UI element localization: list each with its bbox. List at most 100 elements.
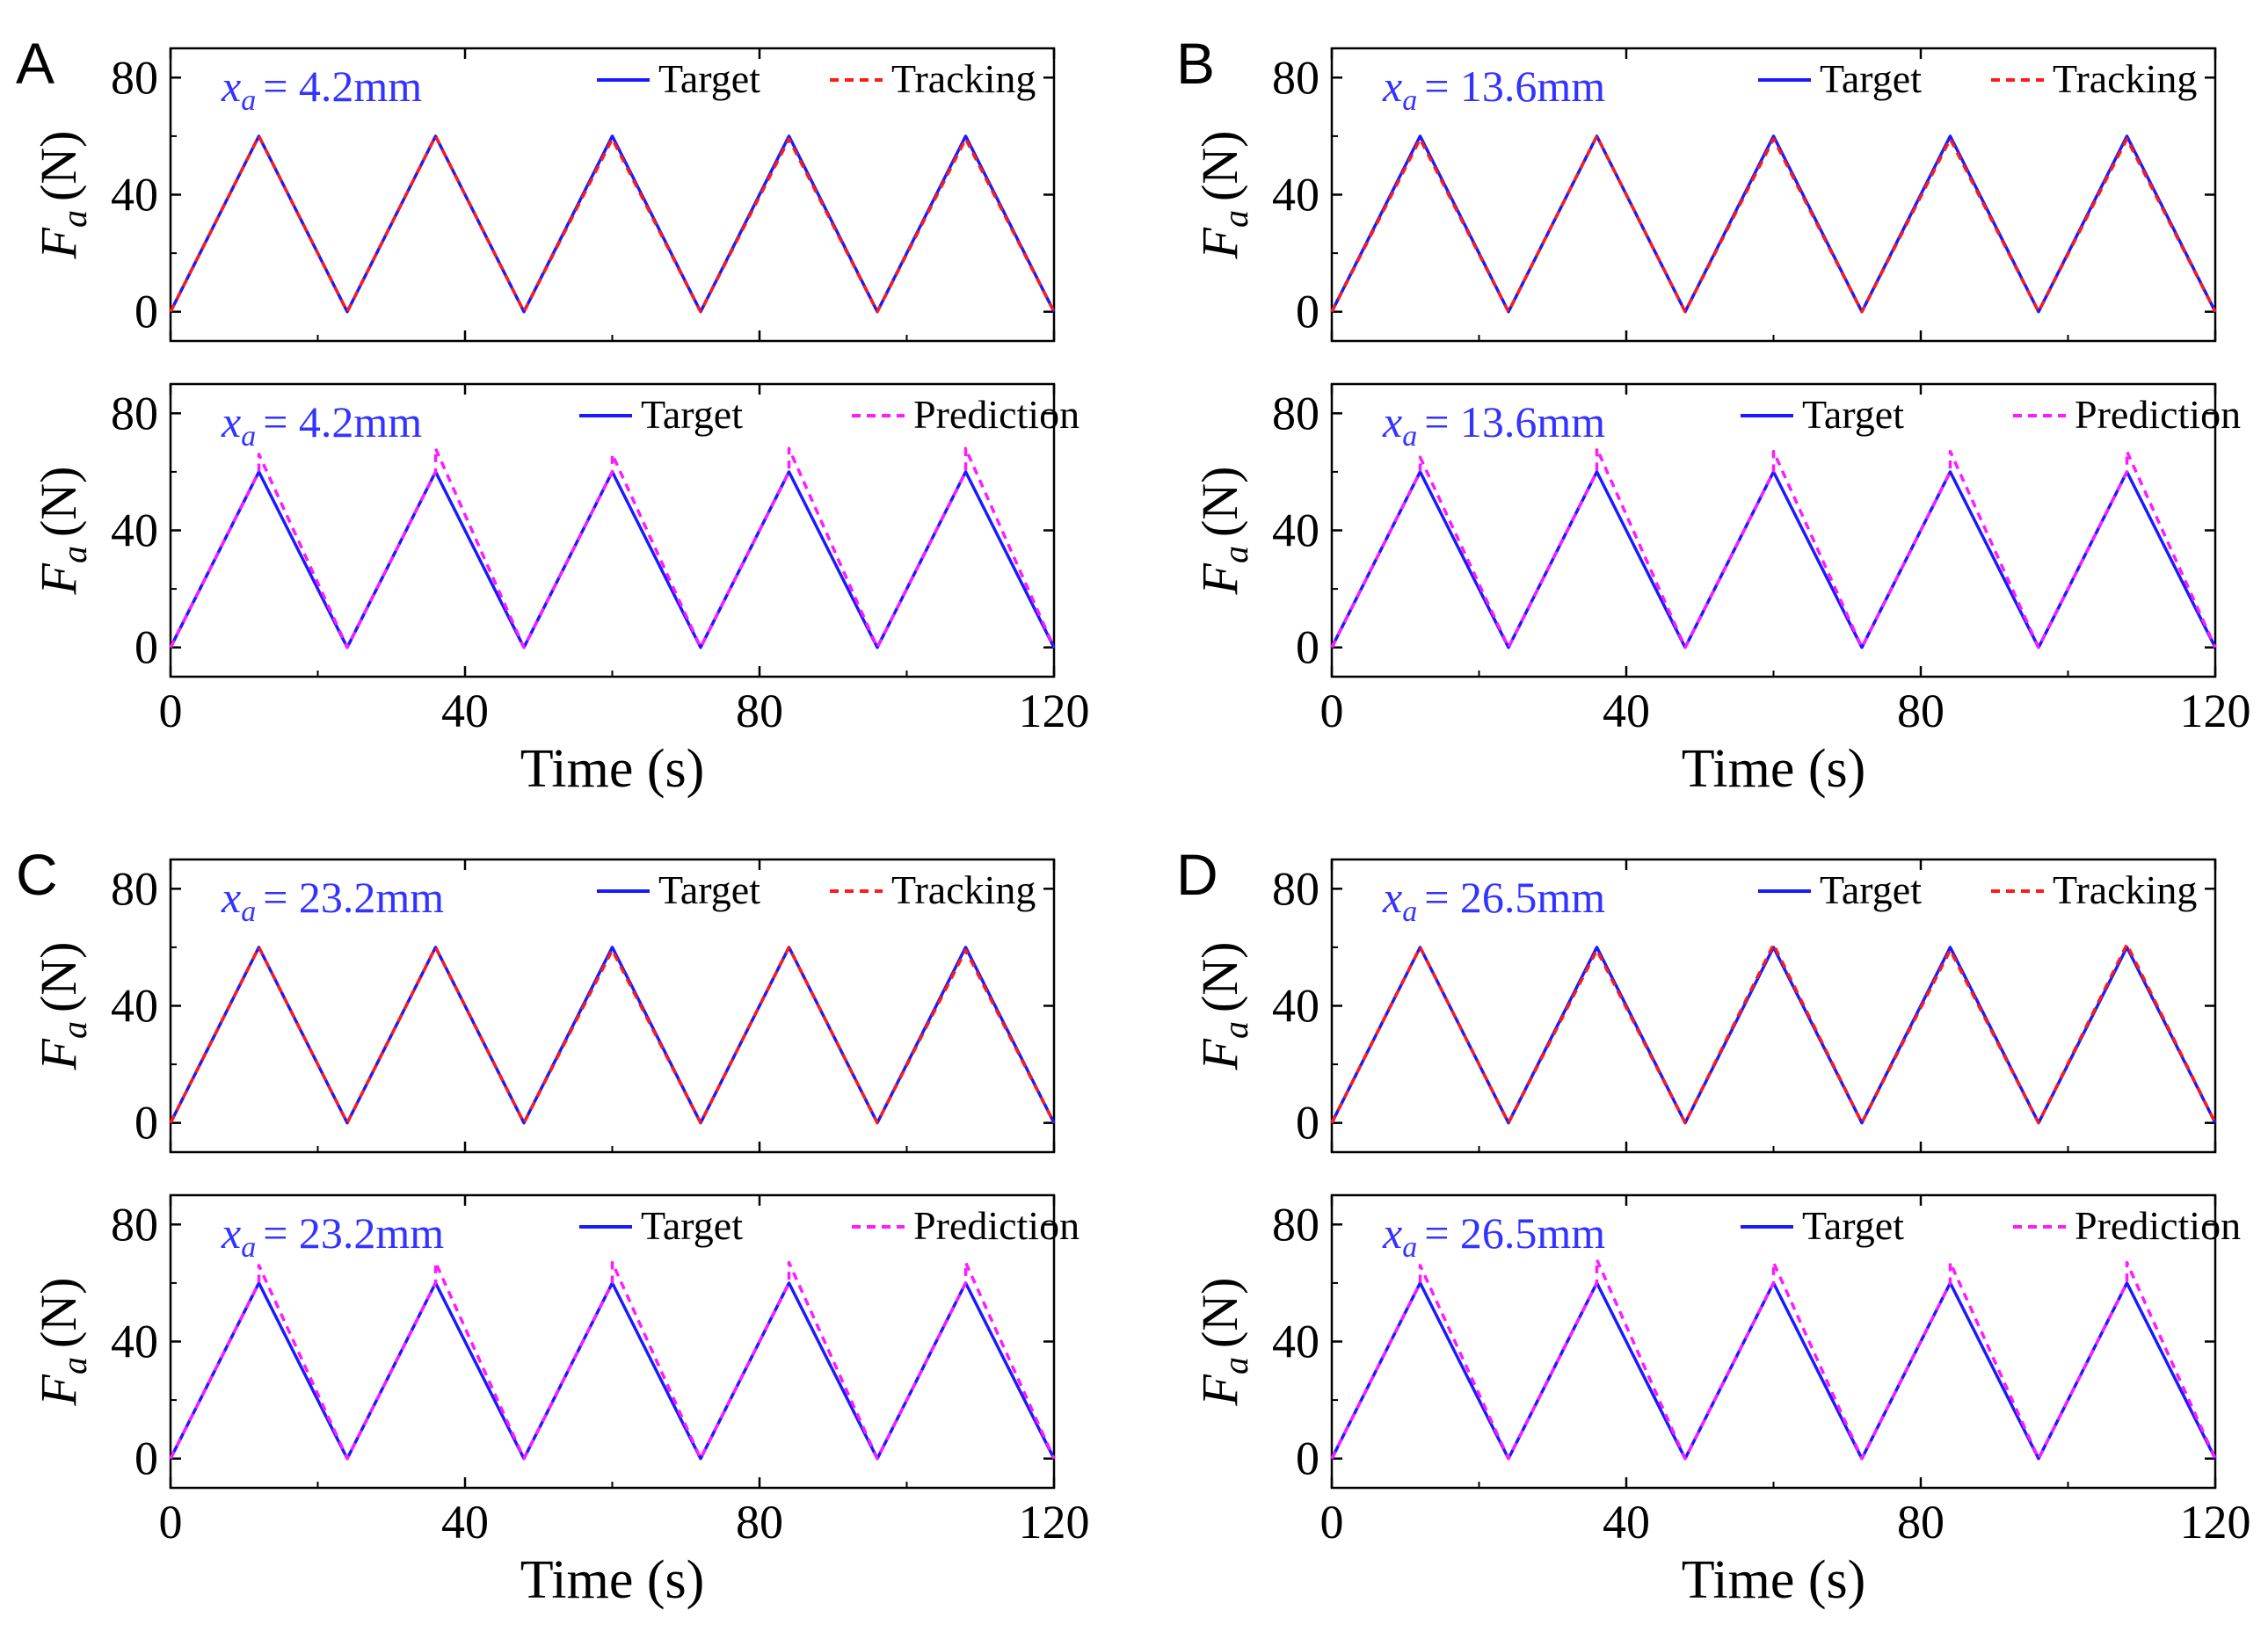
y-axis-label-var: F	[1191, 1374, 1248, 1406]
x-tick-label: 80	[736, 685, 783, 737]
annotation: xa = 26.5mm	[1382, 873, 1605, 928]
y-axis-label-var: F	[30, 1038, 87, 1070]
legend-label-target: Target	[641, 392, 743, 437]
annotation-value: = 23.2mm	[263, 1208, 444, 1258]
y-axis-label: Fa (N)	[1191, 131, 1255, 260]
series-line-tracking	[169, 946, 1056, 1125]
annotation-value: = 26.5mm	[1424, 1208, 1605, 1258]
x-axis-label: Time (s)	[1682, 1550, 1866, 1610]
panel-letter-d: D	[1176, 842, 1218, 907]
legend-label-target: Target	[1820, 56, 1922, 101]
legend-label-tracking: Tracking	[891, 56, 1036, 101]
y-tick-label: 40	[111, 504, 158, 557]
y-tick-label: 40	[1272, 980, 1319, 1033]
y-tick-label: 80	[111, 1198, 158, 1251]
y-tick-label: 80	[1272, 1198, 1319, 1251]
annotation-var: x	[1382, 873, 1402, 922]
legend-label-tracking: Tracking	[2053, 867, 2197, 912]
x-tick-label: 120	[2180, 1496, 2251, 1548]
y-axis-label: Fa (N)	[30, 467, 94, 596]
annotation-value: = 4.2mm	[263, 397, 422, 446]
annotation-sub: a	[1402, 896, 1417, 928]
series-line-prediction	[1330, 1258, 2217, 1461]
panel-letter-b: B	[1176, 31, 1215, 96]
annotation-var: x	[1382, 62, 1402, 111]
x-axis-label: Time (s)	[520, 739, 705, 799]
series-line-prediction	[1330, 446, 2217, 649]
annotation-value: = 23.2mm	[263, 873, 444, 922]
y-axis-label: Fa (N)	[30, 1278, 94, 1407]
x-tick-label: 0	[159, 1496, 183, 1548]
y-tick-label: 80	[111, 387, 158, 439]
y-tick-label: 40	[111, 169, 158, 221]
annotation-var: x	[221, 873, 241, 922]
panel-letter-c: C	[16, 842, 58, 907]
y-axis-label-sub: a	[1216, 210, 1255, 228]
y-tick-label: 0	[1296, 621, 1319, 674]
y-axis-label-sub: a	[1216, 1357, 1255, 1374]
legend-label-target: Target	[641, 1203, 743, 1248]
legend-label-target: Target	[1802, 392, 1904, 437]
y-axis-label: Fa (N)	[1191, 467, 1255, 596]
y-axis-label-unit: (N)	[1191, 131, 1248, 202]
x-tick-label: 120	[1019, 1496, 1090, 1548]
annotation: xa = 13.6mm	[1382, 62, 1605, 117]
y-axis-label-unit: (N)	[30, 942, 87, 1013]
annotation: xa = 23.2mm	[221, 1208, 444, 1264]
y-axis-label-unit: (N)	[30, 467, 87, 538]
y-axis-label: Fa (N)	[1191, 942, 1255, 1071]
x-tick-label: 80	[1897, 685, 1945, 737]
x-tick-label: 40	[1603, 1496, 1650, 1548]
annotation: xa = 4.2mm	[221, 397, 422, 453]
annotation-var: x	[221, 397, 241, 446]
annotation-var: x	[221, 1208, 241, 1258]
y-axis-label-sub: a	[55, 1021, 94, 1039]
x-tick-label: 120	[2180, 685, 2251, 737]
y-axis-label-var: F	[1191, 1038, 1248, 1070]
legend-label-tracking: Tracking	[2053, 56, 2197, 101]
y-tick-label: 0	[1296, 1097, 1319, 1149]
x-tick-label: 120	[1019, 685, 1090, 737]
legend-label-prediction: Prediction	[913, 392, 1079, 437]
y-axis-label: Fa (N)	[30, 942, 94, 1071]
annotation-value: = 13.6mm	[1424, 397, 1605, 446]
annotation: xa = 13.6mm	[1382, 397, 1605, 453]
annotation: xa = 4.2mm	[221, 62, 422, 117]
x-tick-label: 40	[441, 685, 489, 737]
y-tick-label: 0	[134, 286, 158, 338]
x-axis-label: Time (s)	[520, 1550, 705, 1610]
y-tick-label: 0	[1296, 1432, 1319, 1485]
y-axis-label-unit: (N)	[30, 131, 87, 202]
legend-label-prediction: Prediction	[913, 1203, 1079, 1248]
annotation-sub: a	[1402, 84, 1417, 117]
y-axis-label-sub: a	[55, 1357, 94, 1374]
legend-label-target: Target	[1802, 1203, 1904, 1248]
annotation-sub: a	[1402, 420, 1417, 453]
series-line-prediction	[169, 1260, 1056, 1461]
y-axis-label-sub: a	[1216, 1021, 1255, 1039]
x-tick-label: 0	[1320, 685, 1344, 737]
annotation-var: x	[1382, 397, 1402, 446]
y-axis-label-sub: a	[55, 210, 94, 228]
x-axis-label: Time (s)	[1682, 739, 1866, 799]
annotation-value: = 13.6mm	[1424, 62, 1605, 111]
y-axis-label-var: F	[30, 227, 87, 259]
y-axis-label-sub: a	[1216, 546, 1255, 563]
y-axis-label-unit: (N)	[1191, 1278, 1248, 1349]
y-tick-label: 40	[111, 1316, 158, 1368]
y-axis-label-var: F	[1191, 227, 1248, 259]
x-tick-label: 80	[736, 1496, 783, 1548]
x-tick-label: 40	[441, 1496, 489, 1548]
y-axis-label-sub: a	[55, 546, 94, 563]
legend-label-prediction: Prediction	[2075, 392, 2241, 437]
y-tick-label: 0	[134, 1432, 158, 1485]
x-tick-label: 80	[1897, 1496, 1945, 1548]
x-tick-label: 40	[1603, 685, 1650, 737]
annotation-value: = 26.5mm	[1424, 873, 1605, 922]
legend-label-target: Target	[658, 56, 760, 101]
annotation-var: x	[221, 62, 241, 111]
x-tick-label: 0	[159, 685, 183, 737]
